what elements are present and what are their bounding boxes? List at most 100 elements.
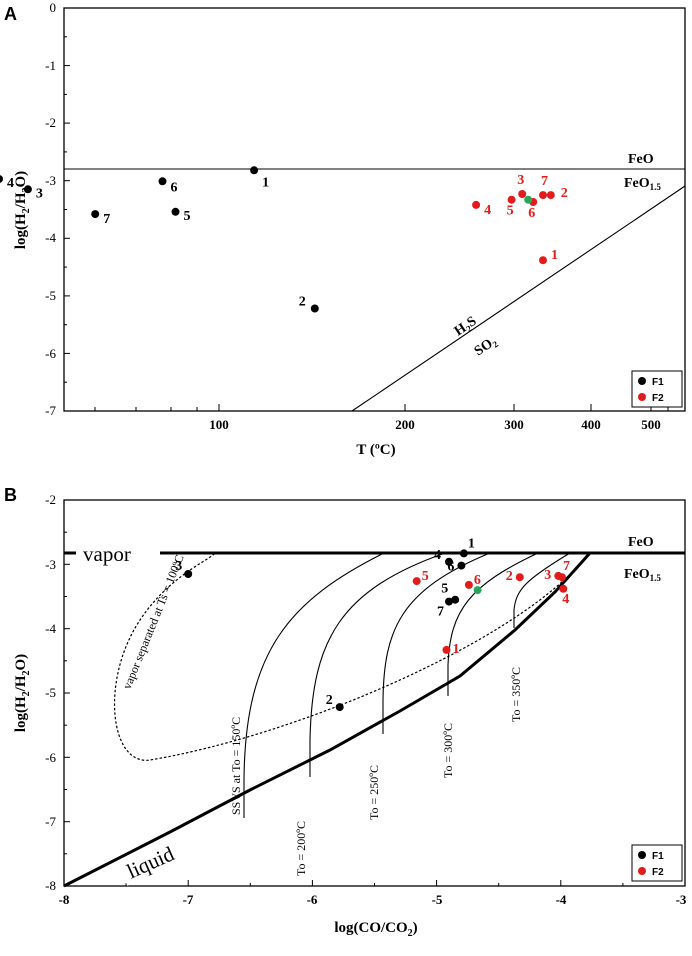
data-point-f1-3 <box>23 185 32 194</box>
y-tick-label: -1 <box>45 58 56 73</box>
panel-a-so2-label: SO2 <box>472 334 501 361</box>
panel-b: B -2 -3 -4 -5 -6 -7 -8 <box>4 485 687 939</box>
label-sub: 2 <box>491 339 501 350</box>
liquid-label-bg <box>116 832 194 886</box>
panel-b-to250-label: To = 250ºC <box>367 765 381 820</box>
panel-b-isotherm-200 <box>309 552 446 777</box>
x-tick-label: 300 <box>504 417 524 432</box>
data-point-f2-2 <box>546 191 555 200</box>
panel-b-x-tick-labels: -8 -7 -6 -5 -4 -3 <box>59 892 687 907</box>
y-tick-label: -4 <box>45 230 56 245</box>
panel-b-legend: F1 F2 <box>631 844 683 882</box>
panel-b-x-ticks <box>125 880 624 886</box>
y-tick-label: -3 <box>45 173 56 188</box>
panel-b-liquid-line <box>63 551 592 888</box>
x-tick-label: -5 <box>432 892 443 907</box>
panel-b-x-axis-title: log(CO/CO2) <box>334 920 417 939</box>
data-point-label: 4 <box>7 176 14 191</box>
x-tick-label: -4 <box>556 892 567 907</box>
panel-a: A 0 -1 -2 -3 -4 -5 -6 -7 <box>0 0 686 458</box>
panel-a-x-tick-labels: 100 200 300 400 500 <box>209 417 661 432</box>
legend-marker-f1 <box>638 851 646 859</box>
data-point-f1-6 <box>158 177 167 186</box>
data-point-label: 7 <box>563 559 570 574</box>
data-point-label: 2 <box>561 186 568 201</box>
data-point-label: 5 <box>441 582 448 597</box>
data-point-label: 4 <box>484 203 491 218</box>
data-point-label: 5 <box>507 204 514 219</box>
panel-a-feo15-label: FeO1.5 <box>624 176 661 192</box>
data-point-label: 7 <box>103 212 110 227</box>
ylabel-part: log(H <box>13 213 29 249</box>
data-point-label: 3 <box>175 559 182 574</box>
data-point-label: 1 <box>468 536 475 551</box>
legend-label-f2: F2 <box>652 393 664 404</box>
data-point-label: 5 <box>184 209 191 224</box>
ylabel-sub: 2 <box>21 691 32 696</box>
panel-a-h2s-label: H2S <box>452 314 480 340</box>
panel-b-isotherm-150 <box>243 552 385 818</box>
data-point-green <box>473 586 482 595</box>
legend-frame <box>631 844 683 882</box>
ylabel-part: O) <box>13 171 29 188</box>
data-point-f2-5 <box>507 195 516 204</box>
data-point-label: 5 <box>422 569 429 584</box>
panel-b-y-ticks <box>64 531 70 855</box>
x-tick-label: 100 <box>209 417 229 432</box>
y-tick-label: 0 <box>50 0 57 15</box>
x-tick-label: -3 <box>676 892 687 907</box>
ylabel-sub: 2 <box>21 670 32 675</box>
data-point-label: 6 <box>447 560 454 575</box>
panel-a-x-ticks <box>94 404 669 411</box>
x-tick-label: -8 <box>59 892 70 907</box>
data-point-label: 7 <box>437 605 444 620</box>
panel-b-y-axis-title: log(H2/H2O) <box>13 654 32 732</box>
x-tick-label: -7 <box>183 892 194 907</box>
y-tick-label: -4 <box>45 621 56 636</box>
x-tick-label: 200 <box>395 417 415 432</box>
ylabel-part: /H <box>13 192 29 209</box>
panel-b-y-tick-labels: -2 -3 -4 -5 -6 -7 -8 <box>45 492 56 893</box>
y-tick-label: -5 <box>45 288 56 303</box>
x-tick-label: 500 <box>641 417 661 432</box>
data-point-f1-1 <box>250 166 259 175</box>
label-part: FeO <box>624 567 650 582</box>
data-point-f2-1 <box>539 256 547 265</box>
panel-a-y-ticks <box>64 7 70 383</box>
panel-b-isotherm-300 <box>447 552 539 696</box>
data-point-f2-1 <box>442 645 451 654</box>
data-point-label: 4 <box>562 592 569 607</box>
data-point-label: 3 <box>517 173 524 188</box>
panel-a-y-axis-title: log(H2/H2O) <box>13 171 32 249</box>
data-point-f1-5 <box>451 595 460 604</box>
data-point-f2-7 <box>539 191 547 200</box>
ylabel-part: /H <box>13 675 29 692</box>
panel-b-to300-label: To = 300ºC <box>441 723 455 778</box>
data-point-label: 6 <box>171 180 178 195</box>
panel-a-h2s-so2-line <box>351 185 686 412</box>
legend-label-f1: F1 <box>652 377 664 388</box>
data-point-f1-2 <box>310 304 319 313</box>
y-tick-label: -2 <box>45 115 56 130</box>
legend-label-f2: F2 <box>652 867 664 878</box>
xlabel-sub: 2 <box>408 928 413 939</box>
data-point-label: 1 <box>453 642 460 657</box>
panel-b-vapor-label: vapor <box>83 542 131 566</box>
panel-a-frame <box>63 7 686 412</box>
panel-a-letter: A <box>4 4 17 24</box>
ylabel-part: log(H <box>13 696 29 732</box>
y-tick-label: -8 <box>45 878 56 893</box>
data-point-label: 3 <box>36 186 43 201</box>
x-tick-label: -6 <box>307 892 318 907</box>
xlabel-part: log(CO/CO <box>334 920 407 936</box>
data-point-label: 2 <box>506 569 513 584</box>
data-point-f2-5 <box>412 577 421 586</box>
data-point-f1-2 <box>335 703 344 712</box>
panel-b-to350-label: To = 350ºC <box>509 667 523 722</box>
data-point-label: 2 <box>326 693 333 708</box>
y-tick-label: -3 <box>45 557 56 572</box>
panel-a-feo-label: FeO <box>628 152 654 167</box>
y-tick-label: -6 <box>45 750 56 765</box>
data-point-f2-2 <box>515 573 524 582</box>
